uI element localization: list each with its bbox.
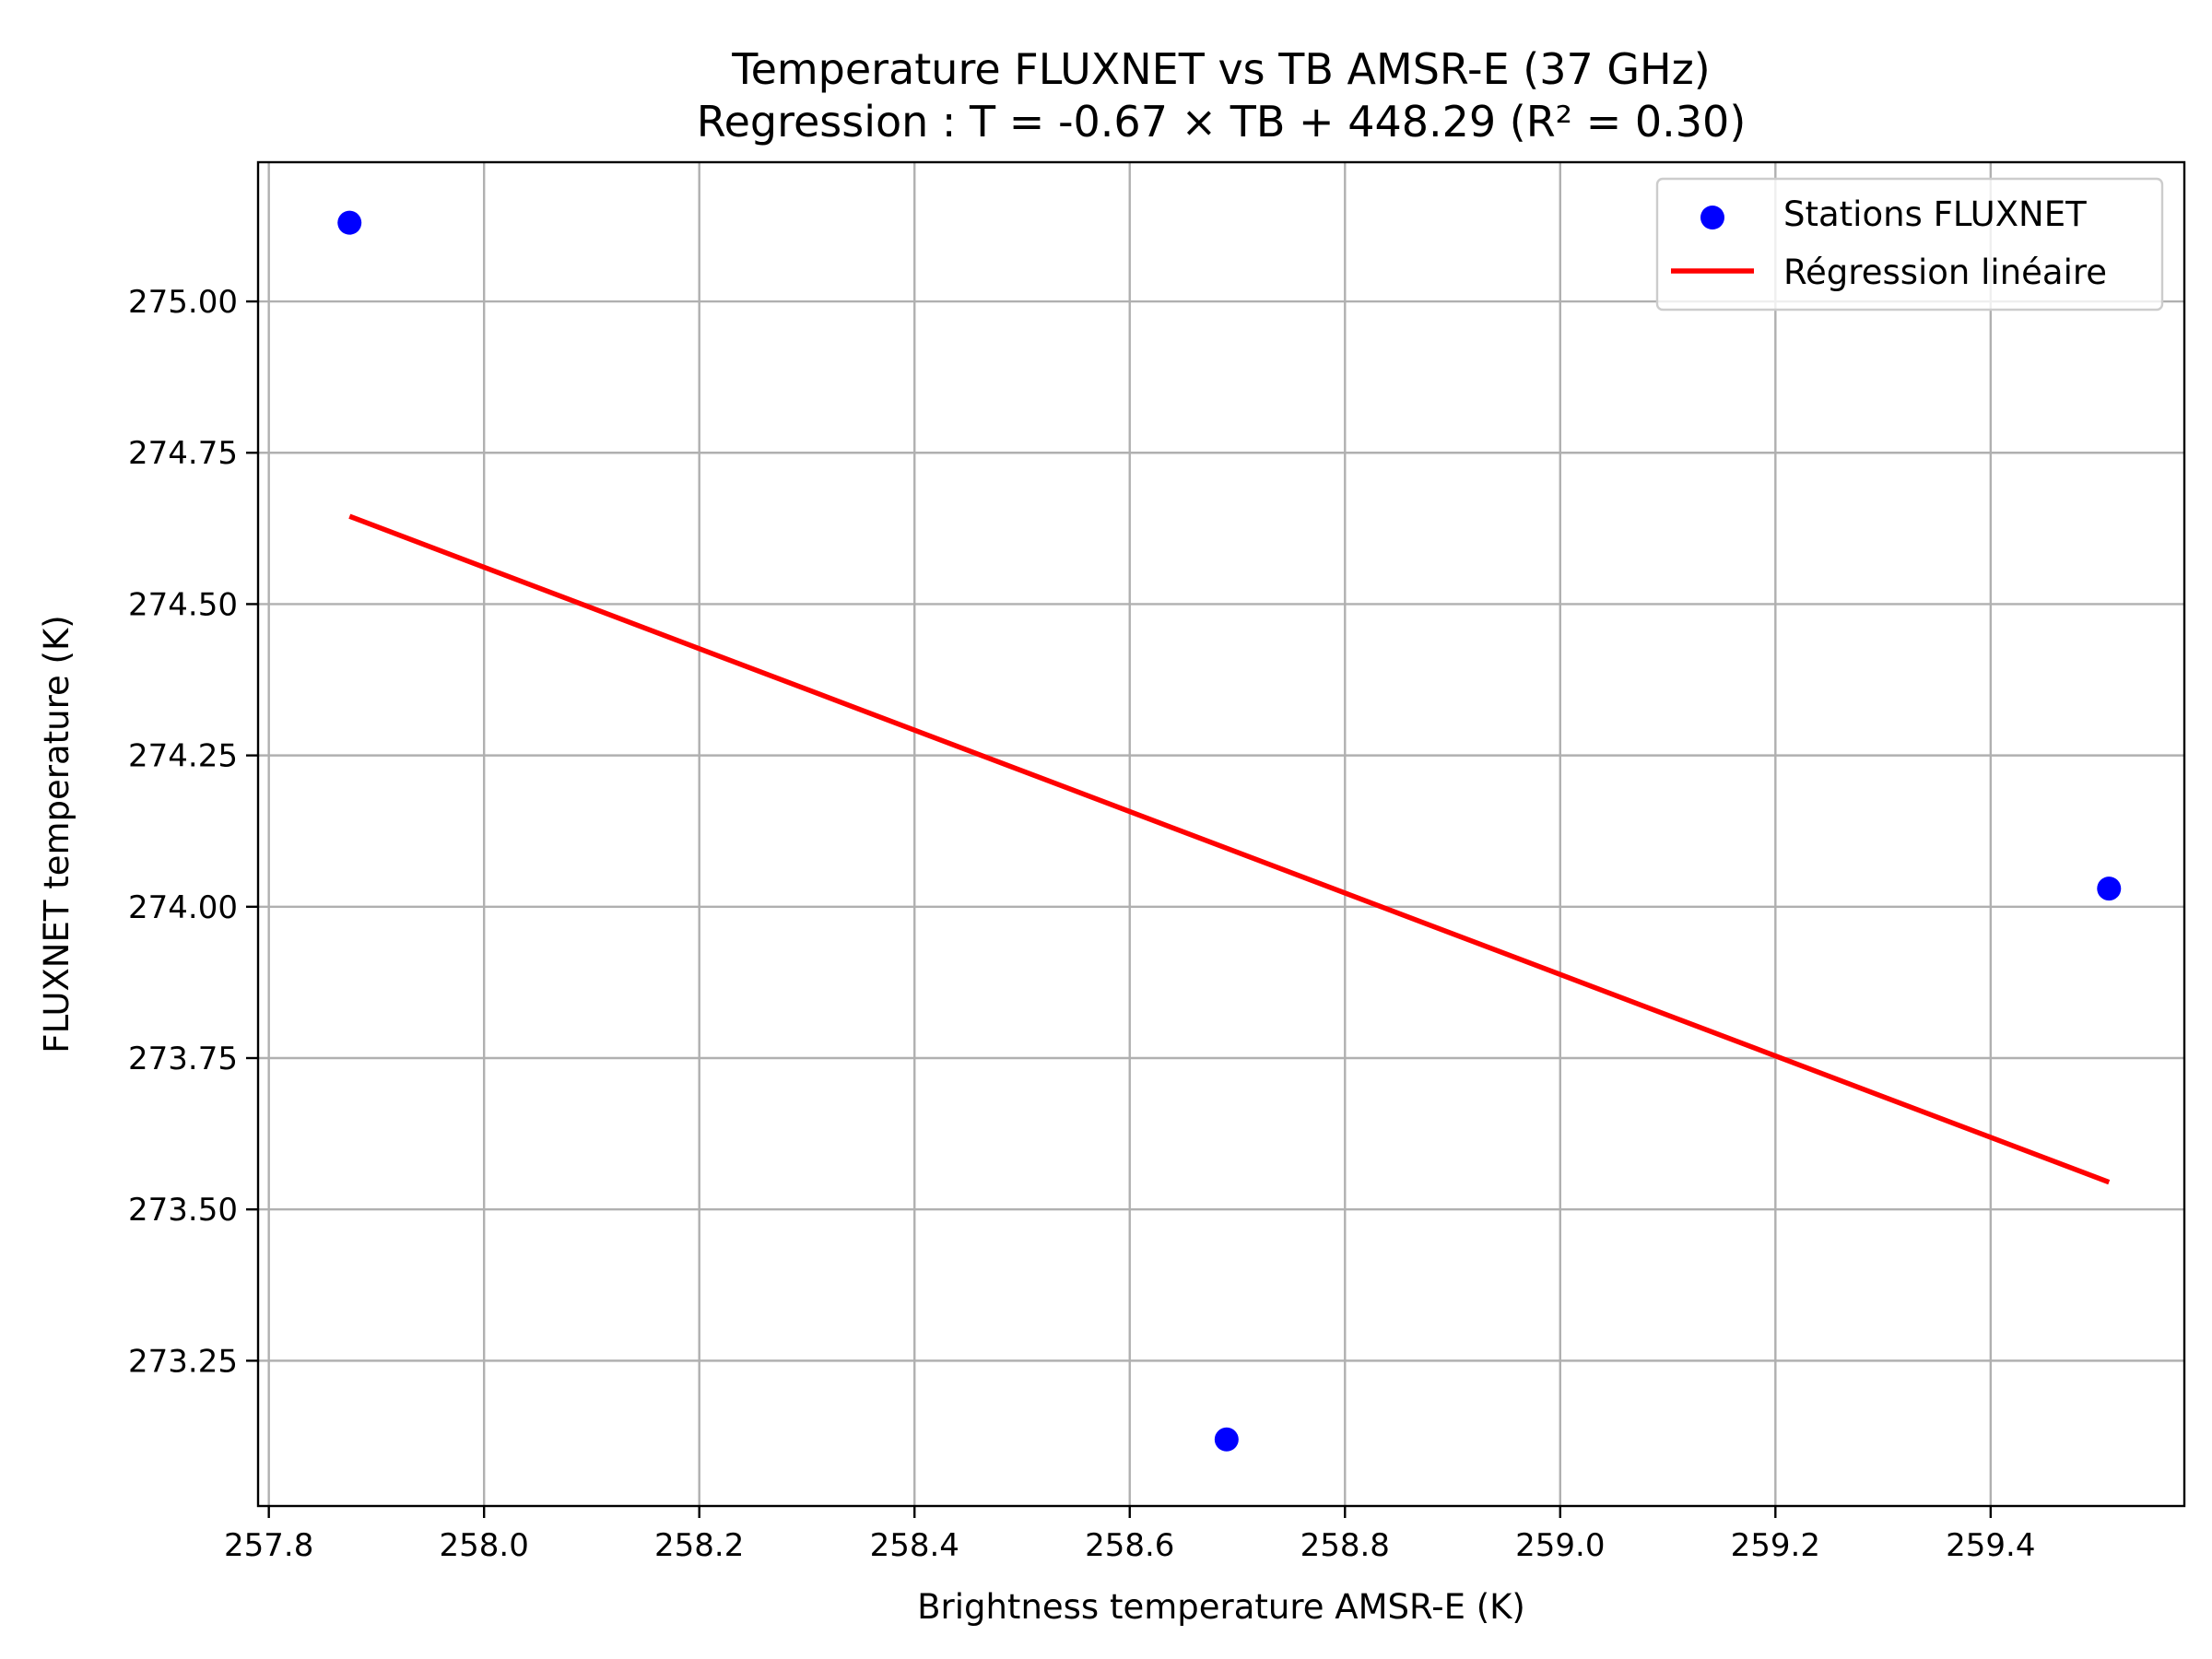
y-tick-label: 273.75	[128, 1041, 238, 1077]
x-tick-label: 258.8	[1300, 1527, 1390, 1564]
x-tick-label: 259.4	[1946, 1527, 2035, 1564]
y-tick-label: 274.50	[128, 586, 238, 623]
x-tick-label: 258.2	[654, 1527, 744, 1564]
x-tick-label: 259.0	[1515, 1527, 1605, 1564]
y-tick-label: 274.75	[128, 435, 238, 472]
x-axis-label: Brightness temperature AMSR-E (K)	[917, 1587, 1525, 1627]
legend-box	[1655, 177, 2164, 312]
x-tick-label: 258.0	[440, 1527, 529, 1564]
chart-subtitle: Regression : T = -0.67 × TB + 448.29 (R²…	[697, 97, 1747, 147]
chart-title: Temperature FLUXNET vs TB AMSR-E (37 GHz…	[731, 44, 1710, 94]
y-axis-ticks: 273.25 273.50 273.75 274.00 274.25 274.50 274.…	[128, 284, 258, 1380]
grid-lines	[258, 162, 2184, 1506]
x-axis-ticks: 257.8 258.0 258.2 258.4 258.6 258.8 259.0 259.2…	[224, 1506, 2036, 1564]
y-tick-label: 274.25	[128, 738, 238, 775]
y-tick-label: 273.25	[128, 1343, 238, 1380]
plot-area	[258, 162, 2184, 1506]
x-tick-label: 259.2	[1731, 1527, 1820, 1564]
regression-line-layer	[348, 513, 2111, 1185]
station-point	[337, 210, 362, 235]
x-tick-label: 257.8	[224, 1527, 313, 1564]
x-tick-label: 258.4	[870, 1527, 959, 1564]
y-tick-label: 274.00	[128, 889, 238, 926]
legend: Stations FLUXNET Régression linéaire	[1655, 177, 2164, 312]
y-axis-label: FLUXNET temperature (K)	[37, 615, 76, 1053]
station-point	[1214, 1427, 1239, 1452]
y-tick-label: 273.50	[128, 1192, 238, 1229]
y-tick-label: 275.00	[128, 284, 238, 321]
x-tick-label: 258.6	[1085, 1527, 1174, 1564]
legend-label-regression: Régression linéaire	[1783, 253, 2107, 292]
legend-label-stations: Stations FLUXNET	[1783, 194, 2087, 234]
regression-line	[348, 513, 2111, 1185]
scatter-points-layer	[337, 210, 2122, 1452]
plot-frame	[256, 160, 2186, 1508]
station-point	[2097, 877, 2122, 901]
legend-scatter-marker	[1700, 206, 1724, 229]
